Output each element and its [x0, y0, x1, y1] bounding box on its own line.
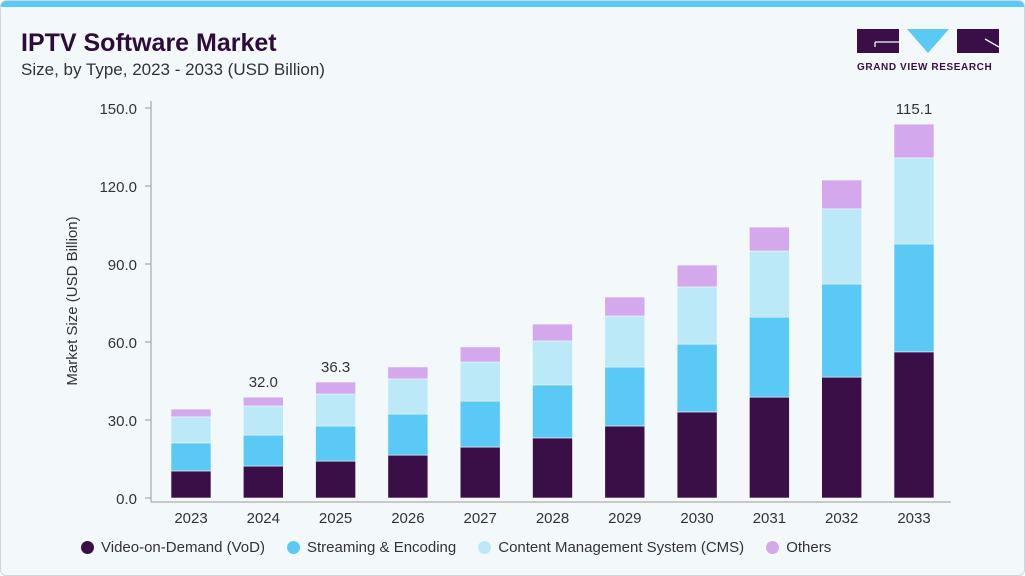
bar-segment-content-management-system-cms- [893, 157, 935, 245]
bar-segment-content-management-system-cms- [604, 315, 646, 368]
legend-item: Content Management System (CMS) [478, 539, 744, 556]
bar-segment-streaming-encoding [387, 413, 429, 456]
bar-segment-video-on-demand-vod- [604, 425, 646, 499]
bar-segment-content-management-system-cms- [459, 361, 501, 402]
bar-segment-content-management-system-cms- [749, 250, 790, 318]
bar-segment-video-on-demand-vod- [170, 470, 212, 499]
bar-segment-video-on-demand-vod- [459, 446, 501, 499]
bar-segment-others [821, 179, 863, 210]
legend-item: Streaming & Encoding [286, 539, 457, 556]
x-tick-label: 2029 [608, 510, 641, 527]
x-tick-label: 2024 [247, 510, 280, 527]
bar-segment-video-on-demand-vod- [387, 454, 429, 499]
legend-dot-icon [766, 541, 780, 554]
bar-segment-others [243, 396, 284, 407]
x-tick-label: 2032 [825, 510, 858, 527]
legend-label: Streaming & Encoding [306, 539, 457, 556]
x-tick-label: 2025 [319, 510, 352, 527]
bar-segment-video-on-demand-vod- [749, 396, 790, 499]
bar-segment-streaming-encoding [170, 442, 212, 472]
bar-segment-streaming-encoding [315, 425, 356, 462]
bar-segment-content-management-system-cms- [315, 393, 356, 427]
data-label: 32.0 [249, 374, 278, 391]
bar-segment-video-on-demand-vod- [243, 465, 284, 499]
bar-segment-streaming-encoding [821, 283, 863, 378]
legend-dot-icon [286, 541, 300, 554]
legend-item: Others [766, 539, 831, 556]
x-tick-label: 2031 [753, 510, 786, 527]
bar-segment-content-management-system-cms- [532, 340, 573, 386]
bar-segment-others [676, 264, 718, 288]
x-tick-label: 2027 [464, 510, 497, 527]
x-tick-label: 2033 [897, 510, 930, 527]
y-tick-label: 60.0 [108, 335, 137, 352]
bar-segment-others [749, 226, 790, 252]
x-tick-label: 2023 [174, 510, 207, 527]
legend-label: Content Management System (CMS) [498, 539, 745, 556]
x-tick-label: 2030 [680, 510, 713, 527]
legend: Video-on-Demand (VoD) Streaming & Encodin… [81, 539, 831, 556]
data-label: 36.3 [321, 359, 350, 376]
bar-segment-others [170, 408, 212, 418]
legend-dot-icon [81, 541, 94, 554]
y-axis-label: Market Size (USD Billion) [64, 216, 81, 385]
y-tick-label: 30.0 [108, 413, 137, 430]
chart-subtitle: Size, by Type, 2023 - 2033 (USD Billion) [21, 60, 325, 79]
legend-label: Others [786, 539, 832, 556]
legend-item: Video-on-Demand (VoD) [81, 539, 265, 556]
legend-label: Video-on-Demand (VoD) [101, 539, 265, 556]
bar-segment-video-on-demand-vod- [315, 460, 356, 499]
y-tick-label: 120.0 [99, 179, 137, 196]
bar-segment-video-on-demand-vod- [532, 437, 573, 499]
y-tick-label: 150.0 [99, 101, 137, 118]
y-tick-label: 0.0 [116, 491, 137, 508]
y-tick-label: 90.0 [108, 257, 137, 274]
bar-segment-video-on-demand-vod- [893, 351, 935, 499]
bar-segment-streaming-encoding [604, 366, 646, 427]
gvr-logo-icon [857, 29, 1000, 53]
bar-segment-content-management-system-cms- [170, 416, 212, 444]
bar-segment-streaming-encoding [532, 384, 573, 439]
bar-segment-content-management-system-cms- [387, 378, 429, 415]
grand-view-research-logo: GRAND VIEW RESEARCH [857, 29, 1000, 73]
bar-segment-content-management-system-cms- [821, 208, 863, 285]
bar-segment-streaming-encoding [676, 343, 718, 413]
bar-segment-others [893, 123, 935, 159]
logo-text: GRAND VIEW RESEARCH [857, 62, 993, 73]
x-tick-label: 2028 [536, 510, 569, 527]
chart-title: IPTV Software Market [21, 29, 277, 57]
bar-segment-others [315, 381, 356, 395]
bar-segment-streaming-encoding [893, 243, 935, 353]
bar-segment-others [604, 296, 646, 317]
bar-segment-video-on-demand-vod- [676, 411, 718, 499]
data-label: 115.1 [896, 101, 932, 118]
bar-segment-video-on-demand-vod- [821, 376, 863, 499]
bar-segment-content-management-system-cms- [243, 405, 284, 436]
legend-dot-icon [478, 541, 492, 554]
bar-segment-streaming-encoding [459, 400, 501, 448]
bar-segment-others [532, 323, 573, 342]
top-accent-bar [1, 1, 1024, 7]
bar-segment-others [459, 346, 501, 363]
bar-segment-others [387, 366, 429, 380]
bar-segment-streaming-encoding [749, 316, 790, 398]
bar-segment-content-management-system-cms- [676, 286, 718, 345]
bar-chart: Market Size (USD Billion) 0.0 30.0 60.0 90.… [64, 101, 951, 527]
bar-segment-streaming-encoding [243, 434, 284, 467]
x-tick-label: 2026 [391, 510, 424, 527]
